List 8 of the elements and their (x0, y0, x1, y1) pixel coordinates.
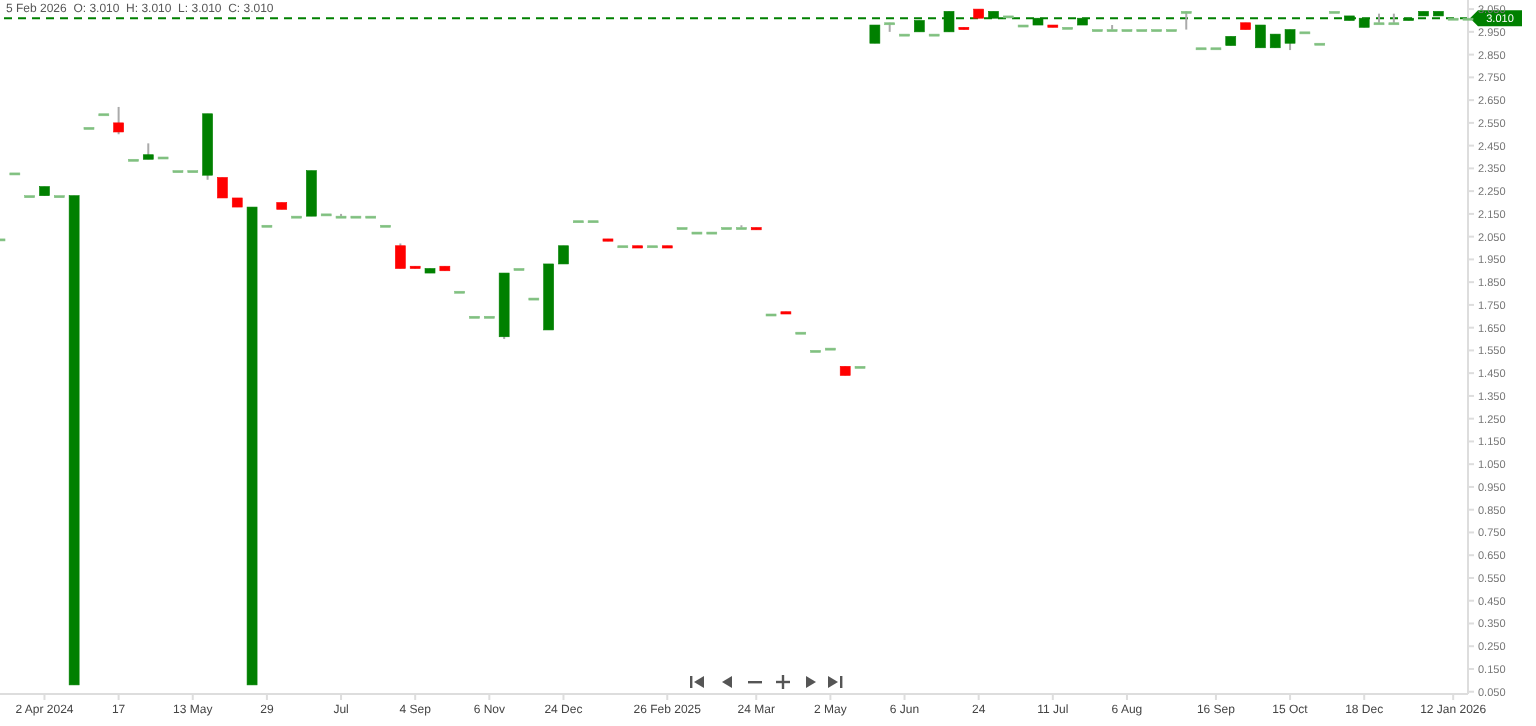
candlestick (395, 242, 406, 270)
candlestick (1180, 10, 1192, 31)
candlestick (306, 169, 317, 218)
candlestick (869, 24, 881, 45)
candlestick (1255, 24, 1266, 49)
candlestick (113, 105, 124, 136)
candlestick (217, 176, 228, 199)
candlestick (558, 244, 569, 265)
